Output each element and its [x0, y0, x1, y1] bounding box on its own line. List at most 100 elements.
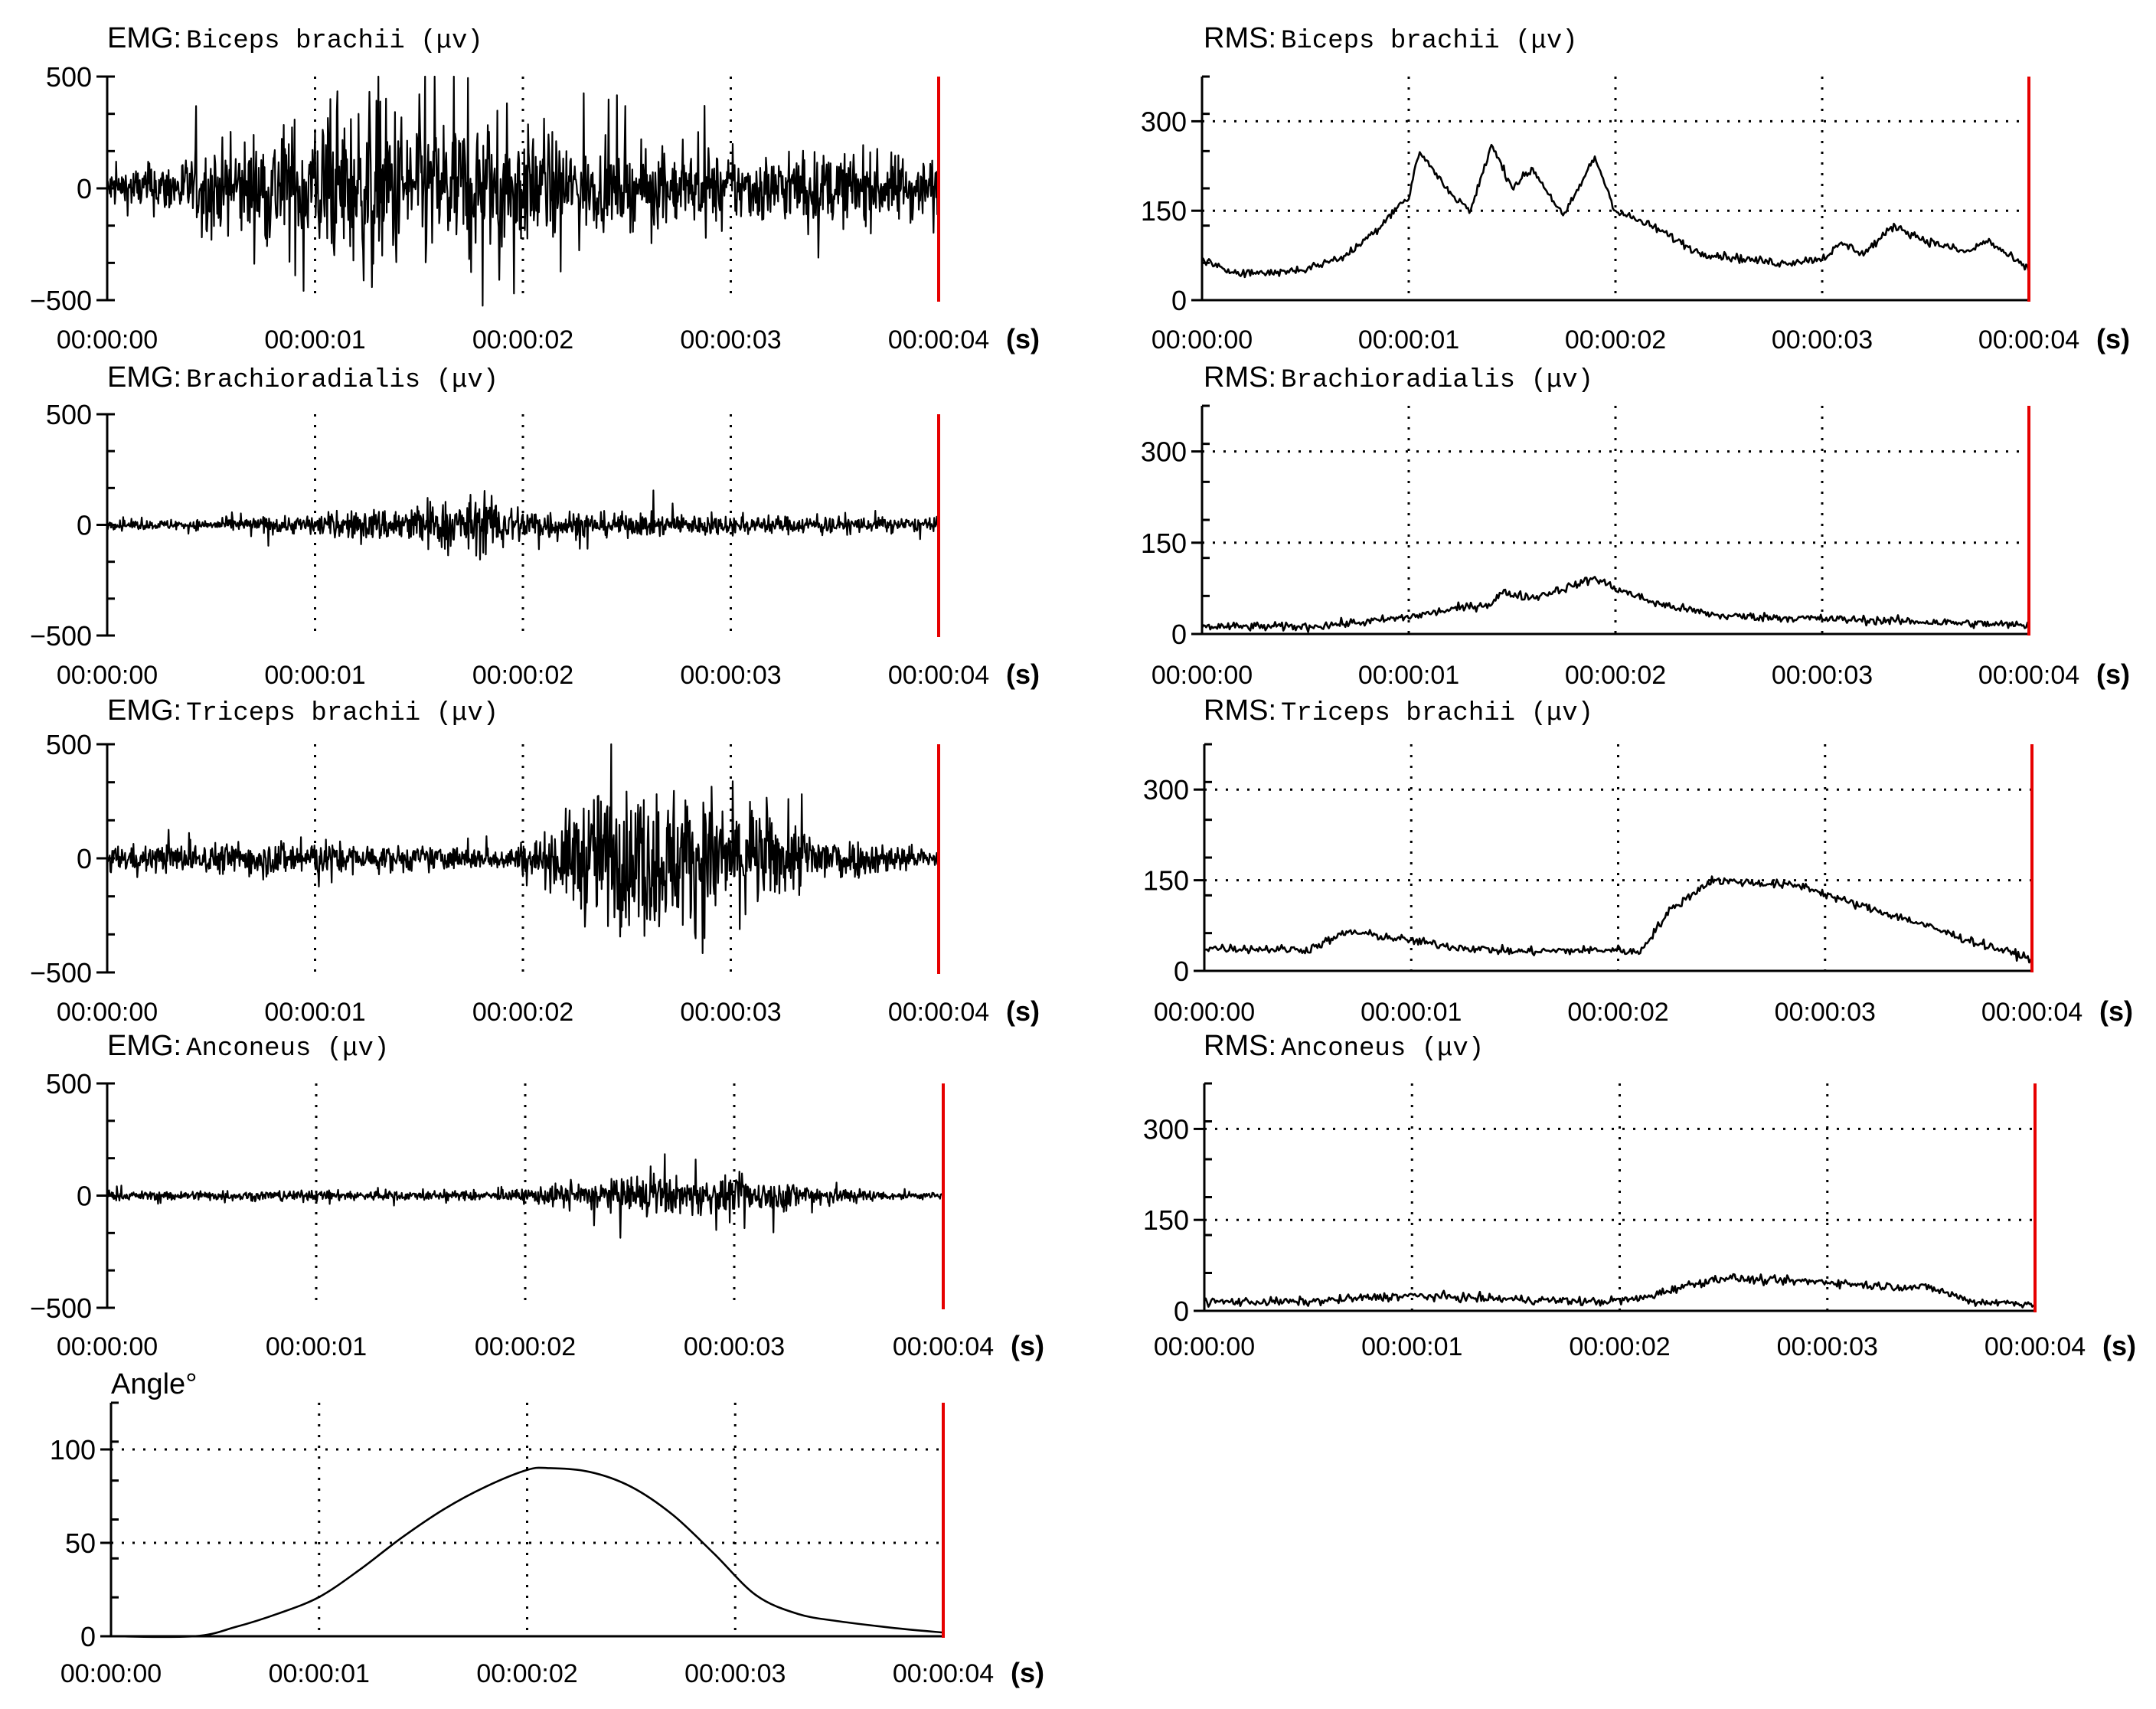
rms-trace: [1201, 143, 2030, 279]
chart-title-main: RMS:: [1204, 694, 1276, 727]
chart-panel-8: RMS: Anconeus (μv) 300 150 0 00:00:00 00:00:01…: [1143, 1030, 2136, 1361]
y-tick-label: 0: [1171, 619, 1187, 650]
x-tick-label: 00:00:04: [888, 325, 989, 355]
chart-title-sub: Anconeus (μv): [186, 1034, 389, 1064]
y-tick-label: 500: [46, 61, 92, 93]
x-tick-label: 00:00:04: [893, 1332, 994, 1361]
chart-panel-1: EMG: Brachioradialis (μv) 500 0 −500 00:00:00…: [30, 361, 1040, 690]
chart-title: RMS: Brachioradialis (μv): [1204, 361, 1593, 395]
y-tick-label: −500: [30, 957, 92, 988]
x-tick-label: 00:00:02: [476, 1659, 577, 1688]
chart-panel-7: RMS: Triceps brachii (μv) 300 150 0 00:00:00 0…: [1143, 694, 2133, 1027]
chart-title-main: RMS:: [1204, 361, 1276, 394]
x-axis-unit: (s): [1006, 323, 1040, 355]
x-tick-label: 00:00:04: [893, 1659, 994, 1688]
chart-panel-6: RMS: Brachioradialis (μv) 300 150 0 00:00:00 0…: [1141, 361, 2130, 690]
x-axis-unit: (s): [1006, 658, 1040, 690]
x-tick-label: 00:00:02: [472, 325, 573, 355]
x-tick-label: 00:00:00: [57, 661, 158, 690]
x-tick-label: 00:00:00: [1154, 1332, 1255, 1361]
y-tick-label: 150: [1143, 865, 1189, 897]
x-tick-label: 00:00:02: [475, 1332, 576, 1361]
x-tick-label: 00:00:04: [1981, 998, 2082, 1027]
chart-title: EMG: Anconeus (μv): [107, 1030, 389, 1064]
chart-title-main: Angle°: [111, 1368, 197, 1400]
y-tick-label: 150: [1141, 195, 1187, 227]
chart-title-sub: Brachioradialis (μv): [1281, 366, 1593, 395]
x-axis-unit: (s): [2102, 1330, 2136, 1361]
x-tick-label: 00:00:03: [680, 998, 781, 1027]
x-tick-label: 00:00:01: [264, 661, 365, 690]
y-tick-label: 300: [1141, 436, 1187, 468]
x-tick-label: 00:00:01: [264, 325, 365, 355]
x-axis-unit: (s): [1011, 1657, 1044, 1688]
chart-title: EMG: Biceps brachii (μv): [107, 22, 483, 56]
chart-title-sub: Triceps brachii (μv): [186, 699, 498, 728]
emg-trace: [106, 489, 940, 560]
x-tick-label: 00:00:00: [57, 1332, 158, 1361]
angle-trace: [110, 1466, 944, 1639]
x-tick-label: 00:00:01: [266, 1332, 367, 1361]
x-tick-label: 00:00:03: [1772, 661, 1873, 690]
y-tick-label: 150: [1143, 1204, 1189, 1236]
x-tick-label: 00:00:01: [1361, 1332, 1462, 1361]
chart-title-main: EMG:: [107, 22, 181, 54]
y-tick-label: 0: [77, 843, 92, 874]
y-tick-label: 0: [77, 1181, 92, 1212]
x-tick-label: 00:00:02: [1569, 1332, 1670, 1361]
chart-title: RMS: Triceps brachii (μv): [1204, 694, 1593, 728]
y-tick-label: 100: [50, 1434, 96, 1466]
chart-title-sub: Biceps brachii (μv): [1281, 27, 1578, 56]
x-tick-label: 00:00:04: [888, 998, 989, 1027]
x-tick-label: 00:00:03: [1772, 325, 1873, 355]
y-tick-label: 300: [1143, 774, 1189, 805]
x-tick-label: 00:00:00: [1154, 998, 1255, 1027]
x-tick-label: 00:00:04: [1978, 325, 2079, 355]
rms-trace: [1204, 875, 2033, 964]
emg-trace: [106, 1153, 944, 1239]
chart-title-main: EMG:: [107, 361, 181, 394]
x-tick-label: 00:00:00: [57, 325, 158, 355]
x-tick-label: 00:00:03: [1777, 1332, 1878, 1361]
y-tick-label: 500: [46, 399, 92, 430]
x-axis-unit: (s): [1006, 995, 1040, 1027]
emg-trace: [106, 743, 940, 954]
chart-title-sub: Triceps brachii (μv): [1281, 699, 1593, 728]
chart-title-main: EMG:: [107, 1030, 181, 1062]
x-tick-label: 00:00:03: [684, 1659, 786, 1688]
y-tick-label: 0: [80, 1621, 96, 1652]
x-tick-label: 00:00:02: [1565, 325, 1666, 355]
rms-trace: [1200, 576, 2030, 633]
x-tick-label: 00:00:01: [1361, 998, 1462, 1027]
chart-title-main: RMS:: [1204, 22, 1276, 54]
x-tick-label: 00:00:02: [472, 661, 573, 690]
chart-panel-4: Angle° 100 50 0 00:00:00 00:00:01 00:00:02 00:0…: [50, 1368, 1044, 1688]
x-tick-label: 00:00:01: [264, 998, 365, 1027]
x-tick-label: 00:00:01: [269, 1659, 370, 1688]
y-tick-label: 150: [1141, 528, 1187, 559]
chart-title-main: RMS:: [1204, 1030, 1276, 1062]
x-axis-unit: (s): [2099, 995, 2133, 1027]
y-tick-label: 500: [46, 1068, 92, 1100]
x-tick-label: 00:00:02: [1565, 661, 1666, 690]
rms-trace: [1204, 1273, 2036, 1309]
x-tick-label: 00:00:00: [60, 1659, 162, 1688]
y-tick-label: 0: [77, 510, 92, 541]
chart-title-sub: Anconeus (μv): [1281, 1034, 1484, 1064]
y-tick-label: 0: [77, 173, 92, 204]
chart-panel-3: EMG: Anconeus (μv) 500 0 −500 00:00:00 00:00:0…: [30, 1030, 1044, 1361]
chart-title: RMS: Anconeus (μv): [1204, 1030, 1484, 1064]
chart-title: Angle°: [111, 1368, 197, 1400]
y-tick-label: 0: [1174, 956, 1189, 987]
y-tick-label: 300: [1143, 1113, 1189, 1145]
chart-panel-5: RMS: Biceps brachii (μv) 300 150 0 00:00:00 00…: [1141, 22, 2130, 355]
x-tick-label: 00:00:02: [1567, 998, 1668, 1027]
x-tick-label: 00:00:04: [1978, 661, 2079, 690]
y-tick-label: 50: [65, 1528, 96, 1559]
chart-panel-2: EMG: Triceps brachii (μv) 500 0 −500 00:00:00…: [30, 694, 1040, 1027]
chart-title-sub: Brachioradialis (μv): [186, 366, 498, 395]
x-tick-label: 00:00:01: [1358, 661, 1459, 690]
x-tick-label: 00:00:02: [472, 998, 573, 1027]
y-tick-label: 0: [1174, 1296, 1189, 1327]
